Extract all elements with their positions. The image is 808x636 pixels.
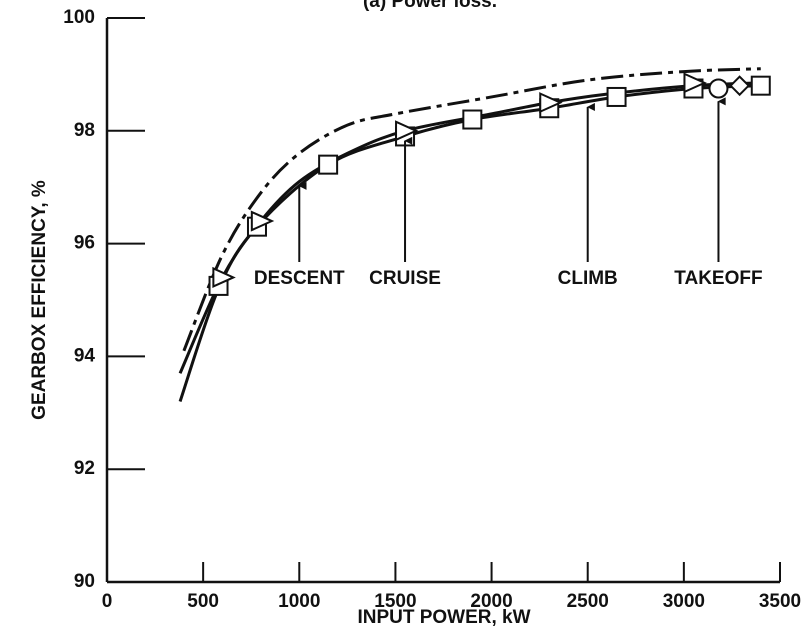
x-tick-label: 2000 bbox=[470, 591, 512, 612]
annotation-label: DESCENT bbox=[254, 268, 345, 289]
curve bbox=[182, 67, 761, 352]
annotation-label: CLIMB bbox=[558, 268, 618, 289]
x-tick-label: 3000 bbox=[663, 591, 705, 612]
x-axis-label: INPUT POWER, kW bbox=[357, 607, 530, 628]
y-tick-label: 98 bbox=[74, 120, 95, 141]
triangle-marker bbox=[683, 72, 707, 94]
y-tick-label: 96 bbox=[74, 233, 95, 254]
triangle-marker bbox=[250, 210, 275, 232]
square-marker bbox=[606, 86, 627, 107]
curve bbox=[178, 84, 761, 403]
x-tick-label: 2500 bbox=[567, 591, 609, 612]
annotation-label: TAKEOFF bbox=[674, 268, 762, 289]
square-marker bbox=[462, 109, 483, 130]
y-tick-label: 92 bbox=[74, 458, 95, 479]
x-tick-label: 1000 bbox=[278, 591, 320, 612]
x-tick-label: 0 bbox=[102, 591, 113, 612]
x-tick-label: 3500 bbox=[759, 591, 801, 612]
annotation-label: CRUISE bbox=[369, 268, 441, 289]
diamond-marker bbox=[729, 75, 751, 97]
triangle-marker bbox=[212, 266, 236, 288]
y-tick-label: 90 bbox=[74, 571, 95, 592]
y-tick-label: 94 bbox=[74, 345, 96, 366]
triangle-marker bbox=[395, 120, 419, 142]
y-axis-label: GEARBOX EFFICIENCY, % bbox=[29, 180, 50, 420]
y-tick-label: 100 bbox=[63, 7, 95, 28]
square-marker bbox=[318, 154, 339, 175]
x-tick-label: 1500 bbox=[374, 591, 416, 612]
chart-title: (a) Power loss. bbox=[363, 0, 497, 12]
x-tick-label: 500 bbox=[187, 591, 219, 612]
circle-marker bbox=[708, 78, 729, 99]
square-marker bbox=[750, 75, 771, 96]
triangle-marker bbox=[539, 92, 563, 114]
